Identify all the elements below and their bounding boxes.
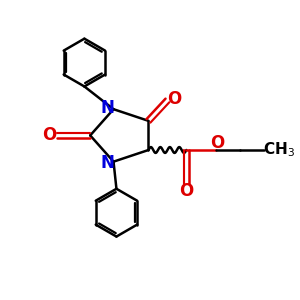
Text: N: N [100, 99, 114, 117]
Text: O: O [42, 126, 56, 144]
Text: O: O [167, 90, 181, 108]
Text: O: O [210, 134, 224, 152]
Text: N: N [100, 154, 114, 172]
Text: O: O [179, 182, 194, 200]
Text: CH$_3$: CH$_3$ [263, 141, 295, 159]
